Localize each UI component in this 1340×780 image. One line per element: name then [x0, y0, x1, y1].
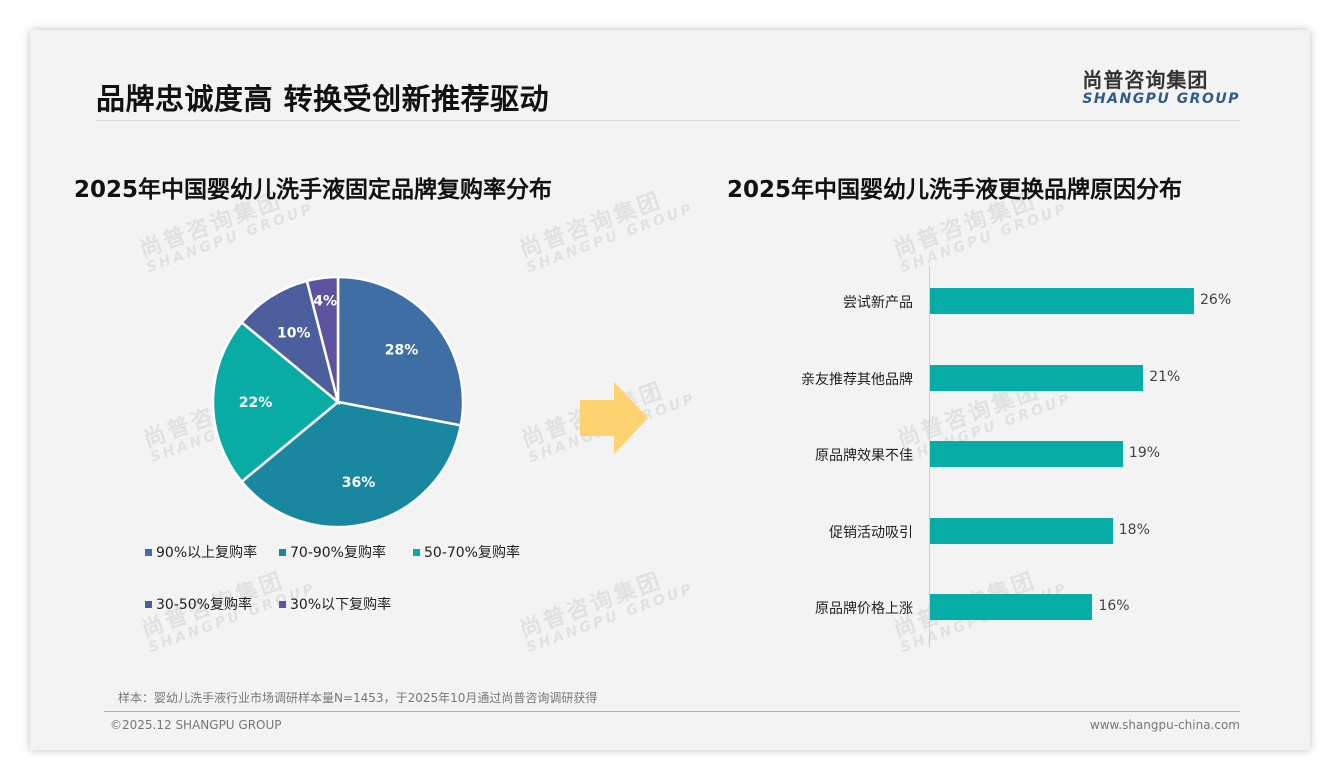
page-title: 品牌忠诚度高 转换受创新推荐驱动 — [96, 82, 550, 116]
legend-swatch-icon — [145, 548, 152, 556]
sample-note: 样本：婴幼儿洗手液行业市场调研样本量N=1453，于2025年10月通过尚普咨询… — [118, 691, 598, 705]
bar — [930, 288, 1194, 314]
logo-cn-text: 尚普咨询集团 — [1082, 68, 1209, 92]
pie-slice — [212, 320, 340, 484]
legend-label: 90%以上复购率 — [156, 545, 258, 561]
legend-item: 50-70%复购率 — [413, 542, 520, 562]
pie-slice-label: 4% — [313, 293, 337, 309]
bar-value-label: 19% — [1128, 445, 1161, 461]
legend-item: 30-50%复购率 — [145, 594, 252, 614]
bar-value-label: 18% — [1118, 522, 1150, 538]
logo-en-text: SHANGPU GROUP — [1082, 91, 1240, 107]
bar — [930, 594, 1093, 620]
legend-swatch-icon — [279, 600, 286, 608]
bar-category-label: 亲友推荐其他品牌 — [801, 372, 913, 388]
pie-slice — [336, 276, 464, 427]
title-divider — [96, 120, 1240, 121]
company-logo: 尚普咨询集团 SHANGPU GROUP — [1082, 64, 1240, 107]
pie-slice-label: 10% — [277, 325, 311, 341]
bar — [930, 441, 1123, 467]
pie-slice-label: 22% — [239, 395, 273, 411]
footer-divider — [104, 711, 1240, 712]
legend-swatch-icon — [413, 548, 420, 556]
legend-item: 90%以上复购率 — [145, 542, 257, 562]
slide: 品牌忠诚度高 转换受创新推荐驱动 尚普咨询集团 SHANGPU GROUP 尚普… — [30, 30, 1310, 750]
bar-value-label: 16% — [1098, 598, 1130, 614]
pie-chart-title: 2025年中国婴幼儿洗手液固定品牌复购率分布 — [74, 177, 553, 203]
legend-label: 50-70%复购率 — [424, 545, 520, 561]
legend-item: 30%以下复购率 — [279, 594, 391, 614]
bar — [930, 518, 1113, 544]
pie-chart: 28% 36% 22% 10%4% — [212, 276, 464, 528]
bar-value-label: 21% — [1149, 369, 1181, 385]
bar-category-label: 促销活动吸引 — [829, 525, 913, 541]
bar-value-label: 26% — [1200, 292, 1232, 308]
right-arrow-icon — [580, 382, 648, 454]
bar-category-label: 原品牌效果不佳 — [815, 448, 913, 464]
copyright: ©2025.12 SHANGPU GROUP — [110, 718, 282, 732]
pie-slice — [305, 276, 340, 403]
legend-label: 30%以下复购率 — [290, 597, 392, 613]
legend-swatch-icon — [279, 548, 286, 556]
pie-slice-label: 28% — [385, 342, 419, 358]
bar — [930, 365, 1144, 391]
pie-slice-label: 36% — [342, 475, 376, 491]
legend-swatch-icon — [145, 600, 152, 608]
bar-chart-axis — [929, 266, 930, 648]
pie-slice — [239, 400, 463, 528]
bar-category-label: 尝试新产品 — [843, 295, 913, 311]
bar-chart-title: 2025年中国婴幼儿洗手液更换品牌原因分布 — [727, 177, 1183, 203]
legend-label: 30-50%复购率 — [156, 597, 252, 613]
bar-category-label: 原品牌价格上涨 — [815, 601, 913, 617]
website-link[interactable]: www.shangpu-china.com — [1089, 718, 1240, 732]
legend-label: 70-90%复购率 — [290, 545, 386, 561]
legend-item: 70-90%复购率 — [279, 542, 386, 562]
